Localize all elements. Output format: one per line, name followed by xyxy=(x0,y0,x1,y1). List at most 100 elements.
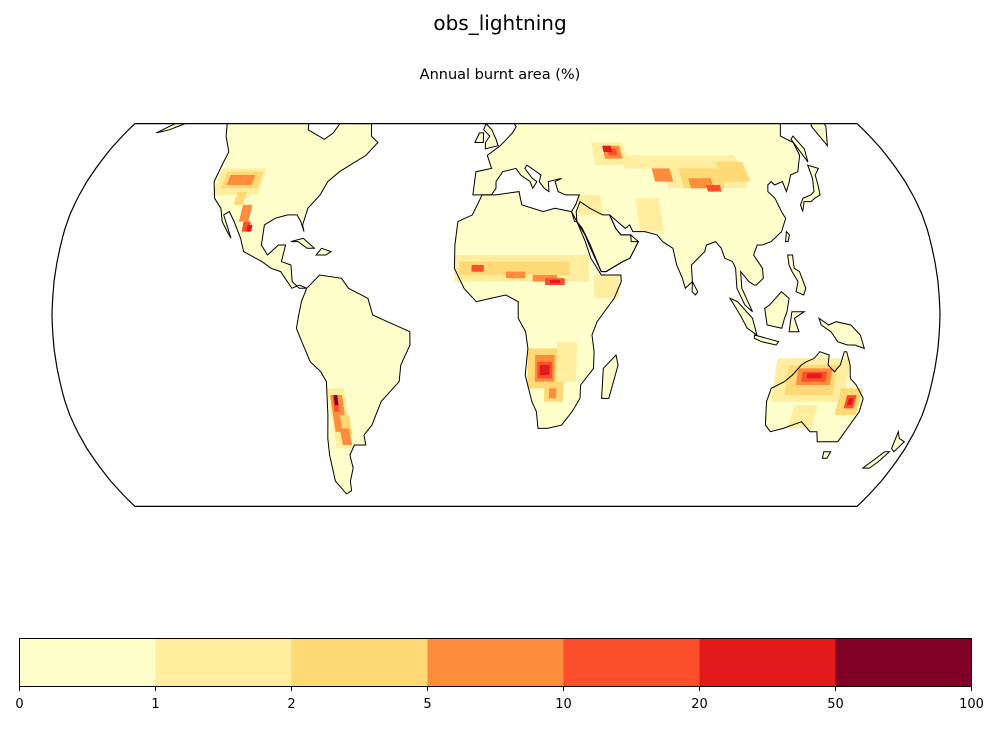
coastline-new-zealand-n xyxy=(891,429,906,453)
land-polygons xyxy=(141,56,905,560)
coastlines xyxy=(141,56,906,560)
colorbar-swatch-0 xyxy=(19,638,156,687)
burnt-area-cell xyxy=(233,191,248,205)
coastline-svalbard xyxy=(513,62,534,69)
burnt-area-cells xyxy=(211,142,863,449)
burnt-area-cell xyxy=(550,280,560,284)
land-cuba xyxy=(290,238,315,249)
burnt-area-cell xyxy=(577,194,603,215)
burnt-area-cell xyxy=(706,185,722,192)
land-greenland xyxy=(380,56,465,117)
land-europe-asia xyxy=(472,123,834,312)
coastline-japan xyxy=(799,164,821,212)
colorbar-swatch-2 xyxy=(291,638,428,687)
coastline-ireland xyxy=(474,132,485,143)
coastline-europe-asia xyxy=(472,123,834,313)
burnt-area-cell xyxy=(459,261,570,275)
world-map xyxy=(51,56,941,560)
land-sri-lanka xyxy=(692,281,698,295)
land-svalbard xyxy=(513,62,534,69)
land-borneo xyxy=(764,291,790,329)
land-hispaniola xyxy=(316,248,331,255)
burnt-area-cell xyxy=(635,198,664,232)
coastline-sakhalin xyxy=(790,135,809,163)
land-new-zealand-n xyxy=(891,431,905,452)
coastline-south-america xyxy=(295,274,411,495)
land-sumatra xyxy=(730,298,757,335)
coastline-sulawesi xyxy=(788,311,806,333)
land-iceland xyxy=(451,98,470,108)
coastline-sumatra xyxy=(728,297,758,337)
colorbar-swatch-3 xyxy=(427,638,564,687)
colorbar-swatch-4 xyxy=(563,638,700,687)
coastline-tasmania xyxy=(821,451,832,459)
land-ireland xyxy=(474,132,484,143)
burnt-area-cell xyxy=(333,395,339,406)
map-boundary xyxy=(51,123,941,507)
land-south-america xyxy=(296,275,410,494)
coastline-taiwan xyxy=(785,230,790,243)
colorbar-tick-label: 1 xyxy=(151,697,159,712)
coastline-philippines xyxy=(787,254,807,296)
burnt-area-cell xyxy=(505,271,526,279)
burnt-area-cell xyxy=(846,398,854,406)
coastline-baffin xyxy=(345,83,379,112)
burnt-area-cell xyxy=(246,224,253,232)
colorbar-tick-label: 100 xyxy=(959,697,984,712)
land-sulawesi xyxy=(789,311,805,332)
burnt-area-cell xyxy=(539,365,550,375)
map-title: Annual burnt area (%) xyxy=(419,67,581,83)
coastline-antarctica xyxy=(141,513,790,560)
land-uk xyxy=(483,123,499,149)
colorbar-swatch-1 xyxy=(155,638,292,687)
colorbar-tick-label: 10 xyxy=(555,697,572,712)
burnt-area-cell xyxy=(339,428,353,445)
coastline-arabia xyxy=(575,200,640,273)
land-hudson-islands xyxy=(297,70,365,88)
colorbar-swatch-5 xyxy=(699,638,836,687)
burnt-area-cell xyxy=(238,204,253,222)
burnt-area-cell xyxy=(715,161,751,182)
land-new-guinea xyxy=(819,318,865,349)
coastline-new-zealand-s xyxy=(861,451,891,469)
coastline-australia xyxy=(764,351,864,443)
land-africa xyxy=(454,191,622,429)
land-baffin xyxy=(345,83,379,112)
coastline-north-america xyxy=(155,123,379,289)
figure-suptitle: obs_lightning xyxy=(433,11,567,35)
land-arabia xyxy=(576,201,639,272)
coastline-java xyxy=(753,334,780,346)
colorbar-swatch-6 xyxy=(835,638,972,687)
burnt-area-cell xyxy=(806,373,822,379)
coastline-borneo xyxy=(764,291,790,329)
land-tasmania xyxy=(822,451,831,459)
burnt-area-cell xyxy=(556,341,578,382)
land-novaya-zemlya xyxy=(587,70,602,86)
coastline-greenland xyxy=(380,56,465,117)
colorbar-tick-label: 2 xyxy=(287,697,295,712)
coastline-africa xyxy=(453,191,622,429)
land-antarctica xyxy=(141,513,790,560)
land-philippines xyxy=(787,255,806,295)
burnt-area-cell xyxy=(621,155,663,169)
colorbar-tick-label: 50 xyxy=(827,697,844,712)
coastline-hudson-islands xyxy=(297,70,365,88)
land-new-zealand-s xyxy=(862,451,890,469)
burnt-area-cell xyxy=(226,175,256,185)
burnt-area-cell xyxy=(651,168,674,182)
coastline-madagascar xyxy=(601,353,619,399)
burnt-area-cell xyxy=(471,265,484,272)
land-north-america xyxy=(156,123,378,289)
coastline-hispaniola xyxy=(315,247,333,256)
coastline-novaya-zemlya xyxy=(587,70,602,86)
colorbar-tick-label: 20 xyxy=(691,697,708,712)
coastline-new-guinea xyxy=(818,317,866,350)
colorbar-tick-label: 5 xyxy=(423,697,431,712)
colorbar-tick-label: 0 xyxy=(15,697,23,712)
burnt-area-cell xyxy=(594,275,620,299)
coastline-cuba xyxy=(290,237,316,249)
burnt-area-cell xyxy=(787,405,819,429)
coastline-iceland xyxy=(451,98,470,108)
burnt-area-cell xyxy=(548,388,557,399)
burnt-area-cell xyxy=(602,145,613,153)
